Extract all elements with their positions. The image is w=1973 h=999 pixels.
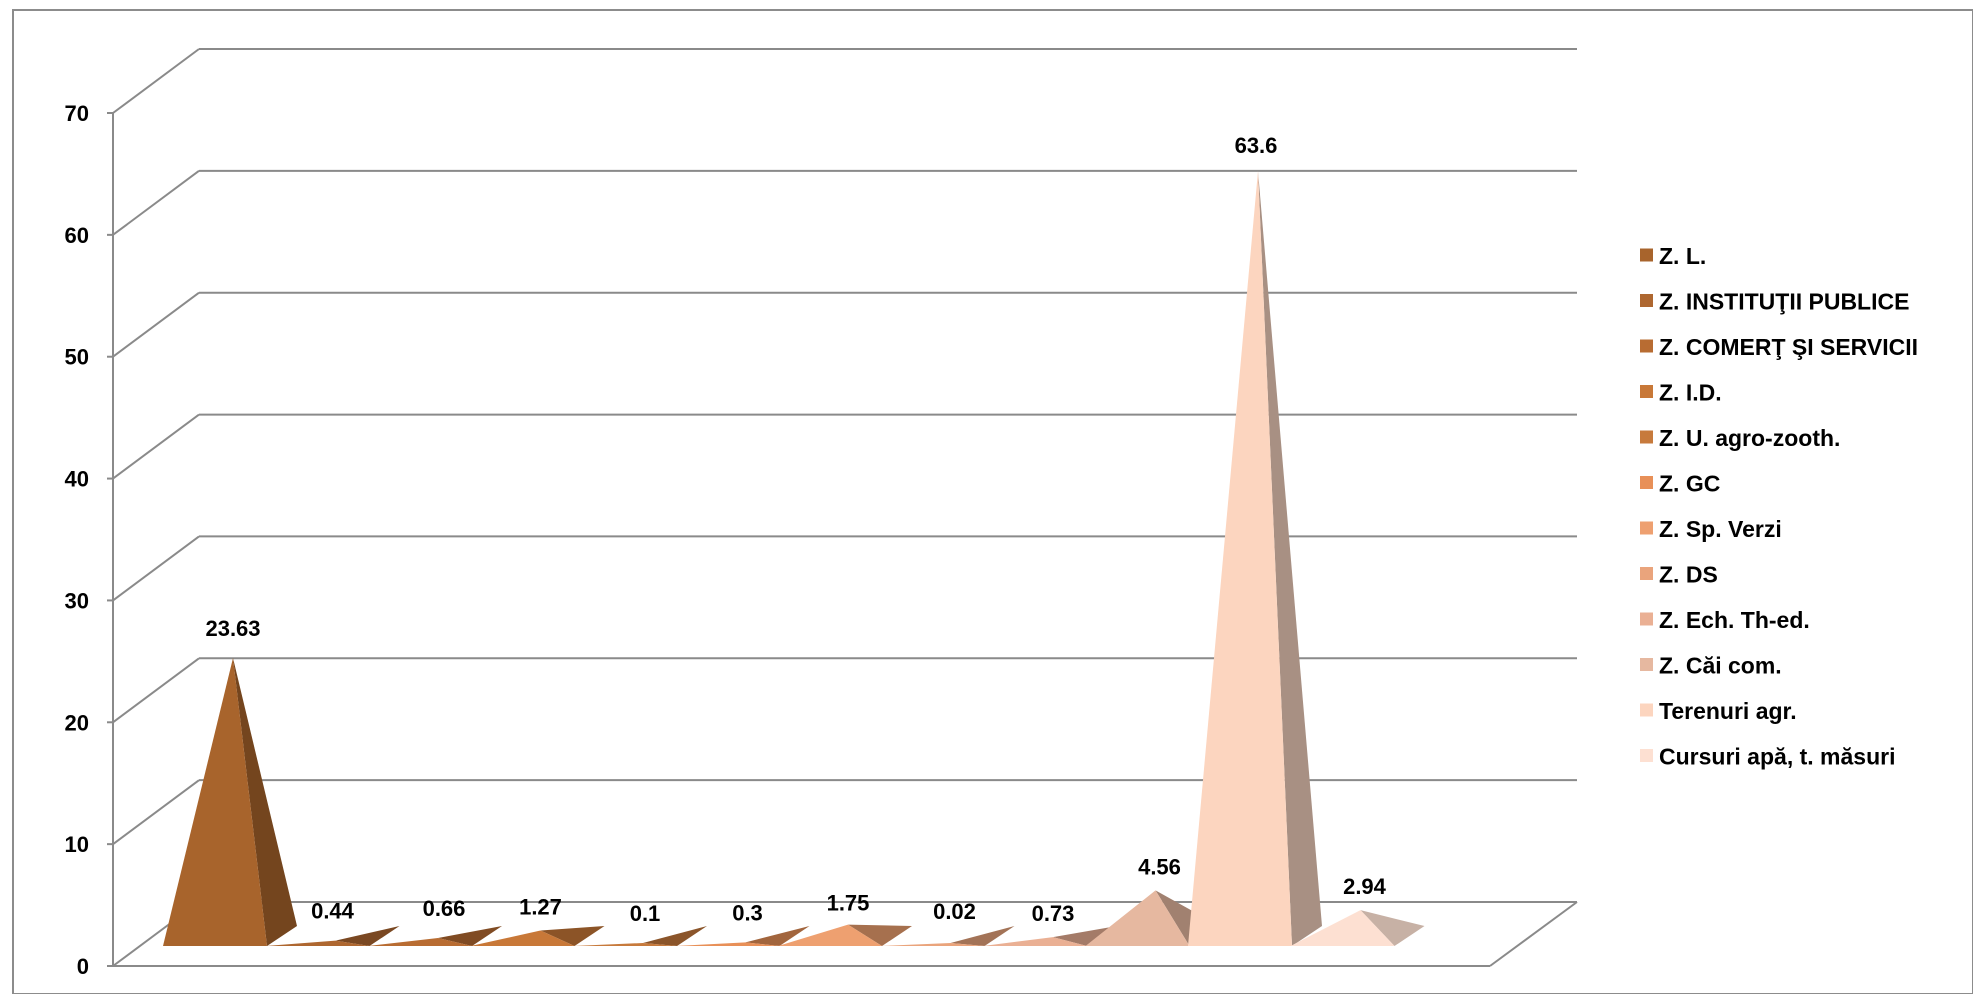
pyramid-front-7 — [778, 924, 882, 946]
pyramid-side-8 — [950, 926, 1015, 946]
legend-swatch-7 — [1640, 521, 1653, 535]
gridline-side — [112, 48, 200, 114]
legend-label-2: Z. INSTITUŢII PUBLICE — [1659, 289, 1909, 315]
legend-swatch-3 — [1640, 339, 1653, 353]
pyramid-front-10 — [1085, 890, 1190, 946]
legend-label-5: Z. U. agro-zooth. — [1659, 425, 1840, 451]
pyramid-front-1 — [163, 658, 267, 946]
labels-layer: 23.63 0.44 0.66 1.27 0.1 0.3 1.75 0.02 0.73 4.56 6… — [205, 133, 1386, 926]
pyramid-front-5 — [573, 943, 677, 946]
data-label-3: 0.66 — [423, 896, 466, 921]
pyramid-front-8 — [880, 943, 985, 946]
legend-label-10: Z. Căi com. — [1659, 653, 1782, 679]
y-tick-label: 50 — [65, 345, 89, 370]
data-label-11: 63.6 — [1235, 133, 1278, 158]
legend-swatch-10 — [1640, 658, 1653, 671]
pyramid-side-9 — [1053, 926, 1117, 946]
y-tick-label: 0 — [77, 954, 89, 979]
y-tick-label: 40 — [65, 467, 89, 492]
legend-swatch-8 — [1640, 567, 1653, 580]
floor-right-edge — [1489, 901, 1578, 967]
y-tick-label: 70 — [65, 101, 89, 126]
legend-label-4: Z. I.D. — [1659, 380, 1722, 406]
legend-swatch-2 — [1640, 294, 1653, 307]
legend-swatch-6 — [1640, 476, 1653, 489]
legend-label-1: Z. L. — [1659, 243, 1706, 269]
legend-label-11: Terenuri agr. — [1659, 698, 1797, 724]
legend-swatch-12 — [1640, 749, 1653, 762]
grid-layer: 0 10 20 30 40 50 60 70 — [65, 48, 1578, 979]
legend-label-6: Z. GC — [1659, 471, 1720, 497]
data-label-8: 0.02 — [933, 899, 976, 924]
y-tick-label: 60 — [65, 223, 89, 248]
gridline-side — [112, 657, 200, 724]
legend-swatch-11 — [1640, 703, 1653, 717]
pyramid-side-7 — [848, 924, 912, 946]
chart-border — [12, 9, 1973, 995]
pyramid-front-6 — [675, 942, 780, 946]
data-label-10: 4.56 — [1138, 854, 1181, 879]
legend-label-7: Z. Sp. Verzi — [1659, 516, 1782, 542]
pyramid-front-9 — [983, 937, 1087, 946]
y-tick-label: 20 — [65, 710, 89, 735]
legend-label-8: Z. DS — [1659, 562, 1718, 588]
pyramid-front-3 — [368, 937, 472, 946]
pyramid-side-3 — [438, 926, 502, 946]
pyramid-front-2 — [265, 940, 370, 946]
gridline-side — [112, 413, 200, 480]
marks-layer — [163, 170, 1425, 946]
pyramid-side-4 — [540, 926, 605, 946]
pyramid-side-1 — [233, 658, 297, 946]
data-label-4: 1.27 — [519, 895, 562, 920]
gridline-side — [112, 535, 200, 602]
legend-label-3: Z. COMERŢ ŞI SERVICII — [1659, 334, 1918, 360]
data-label-7: 1.75 — [827, 891, 870, 916]
y-tick-label: 30 — [65, 588, 89, 613]
legend-swatch-4 — [1640, 385, 1653, 398]
data-label-6: 0.3 — [732, 900, 763, 925]
gridline-side — [112, 291, 200, 358]
gridline-side — [112, 170, 200, 236]
data-label-2: 0.44 — [311, 899, 355, 924]
data-label-12: 2.94 — [1343, 874, 1387, 899]
legend-swatch-5 — [1640, 430, 1653, 444]
pyramid-front-11 — [1188, 170, 1292, 946]
y-tick-label: 10 — [65, 832, 89, 857]
pyramid-front-4 — [470, 930, 575, 946]
pyramid-front-12 — [1290, 910, 1395, 946]
legend: Z. L. Z. INSTITUŢII PUBLICE Z. COMERŢ ŞI S… — [1640, 243, 1918, 770]
pyramid-side-11 — [1258, 170, 1322, 946]
pyramid-side-6 — [745, 926, 810, 946]
legend-swatch-1 — [1640, 248, 1653, 262]
pyramid-side-5 — [643, 926, 707, 946]
legend-label-12: Cursuri apă, t. măsuri — [1659, 744, 1895, 770]
gridline-side — [112, 779, 200, 845]
legend-swatch-9 — [1640, 612, 1653, 626]
data-label-9: 0.73 — [1032, 901, 1075, 926]
pyramid-side-2 — [335, 926, 400, 946]
data-label-5: 0.1 — [630, 901, 661, 926]
pyramid-side-12 — [1360, 910, 1425, 946]
legend-label-9: Z. Ech. Th-ed. — [1659, 607, 1810, 633]
data-label-1: 23.63 — [205, 616, 260, 641]
